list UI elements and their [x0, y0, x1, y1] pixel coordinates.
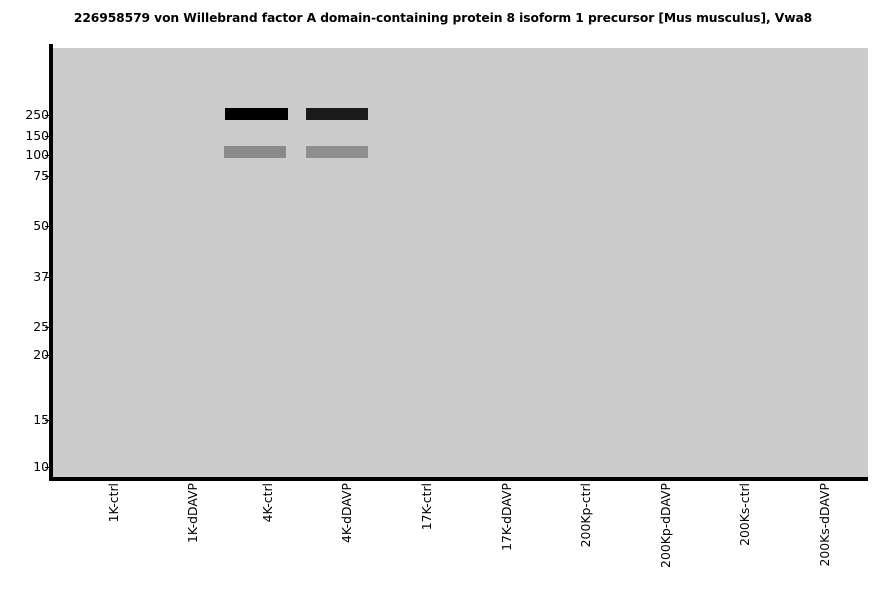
- lane-label: 1K-ctrl: [106, 483, 121, 523]
- lane-label: 1K-dDAVP: [185, 483, 200, 543]
- y-tick-label: 75: [33, 168, 49, 183]
- lane-label: 200Kp-dDAVP: [658, 483, 673, 568]
- y-tick-label: 150: [25, 128, 49, 143]
- y-tick-mark: [45, 355, 50, 356]
- gel-band: [306, 146, 368, 158]
- x-axis-lane-labels: 1K-ctrl 1K-dDAVP 4K-ctrl 4K-dDAVP 17K-ctrl 17…: [0, 477, 886, 595]
- y-tick-mark: [45, 155, 50, 156]
- y-tick-label: 20: [33, 347, 49, 362]
- y-tick-mark: [45, 420, 50, 421]
- y-tick-mark: [45, 327, 50, 328]
- y-tick-mark: [45, 467, 50, 468]
- lane-label: 17K-ctrl: [419, 483, 434, 531]
- lane-label: 200Ks-ctrl: [737, 483, 752, 546]
- lane-label: 17K-dDAVP: [499, 483, 514, 551]
- y-tick-mark: [45, 136, 50, 137]
- lane-label: 4K-ctrl: [260, 483, 275, 523]
- y-tick-label: 50: [33, 218, 49, 233]
- y-axis-tick-labels: 250 150 100 75 50 37 25 20 15 10: [0, 0, 50, 595]
- y-tick-label: 25: [33, 319, 49, 334]
- x-axis-spine: [49, 477, 868, 481]
- y-tick-label: 100: [25, 147, 49, 162]
- y-tick-mark: [45, 277, 50, 278]
- gel-band: [225, 108, 288, 120]
- y-tick-label: 15: [33, 412, 49, 427]
- y-tick-label: 37: [33, 269, 49, 284]
- y-axis-spine: [49, 44, 53, 481]
- y-tick-mark: [45, 176, 50, 177]
- plot-area: [53, 48, 868, 477]
- y-tick-mark: [45, 226, 50, 227]
- lane-label: 4K-dDAVP: [339, 483, 354, 543]
- lane-label: 200Ks-dDAVP: [817, 483, 832, 567]
- y-tick-mark: [45, 115, 50, 116]
- y-tick-label: 10: [33, 459, 49, 474]
- y-tick-label: 250: [25, 107, 49, 122]
- lane-label: 200Kp-ctrl: [578, 483, 593, 548]
- page-title: 226958579 von Willebrand factor A domain…: [73, 11, 813, 25]
- gel-band: [224, 146, 286, 158]
- gel-band: [306, 108, 368, 120]
